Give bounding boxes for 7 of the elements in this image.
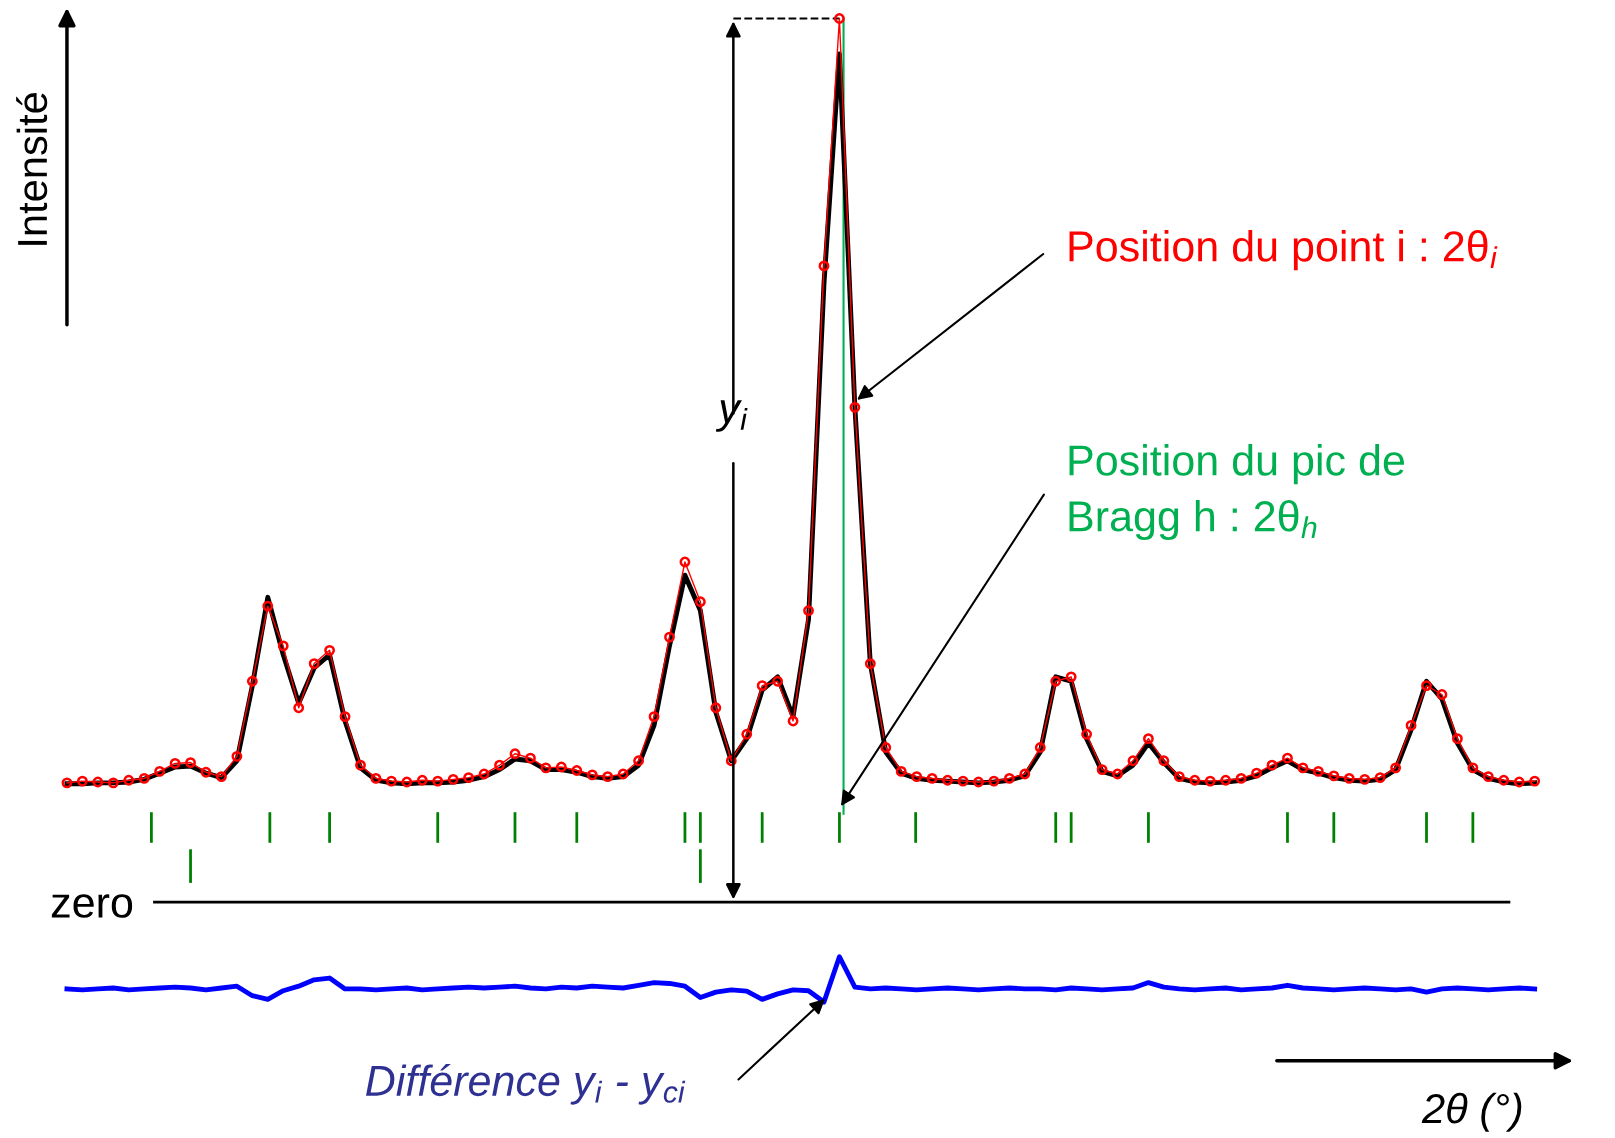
annotation: zero (51, 894, 133, 918)
annotation: Position du point i : 2θ$_{i}$ (1069, 230, 1498, 271)
annotation: y$_{i}$ (715, 400, 748, 432)
y-axis-title: Intensité (16, 93, 48, 245)
annotation: Position du pic de Bragg h : 2θ$_{h}$ (1069, 444, 1404, 541)
x-axis-title: 2θ (°) (1421, 1092, 1522, 1132)
text: Différence y$_{i}$ - y$_{ci}$ (366, 1064, 686, 1105)
